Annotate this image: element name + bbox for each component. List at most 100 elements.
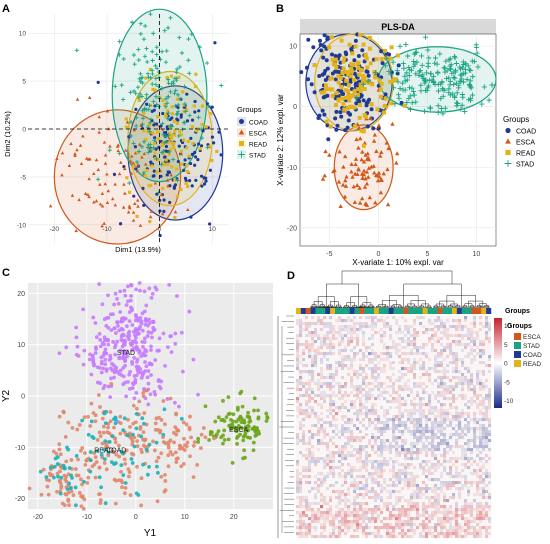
heatmap-cell <box>302 364 306 368</box>
tsne-point <box>149 344 153 349</box>
data-point-read <box>194 84 198 89</box>
data-point-stad <box>163 96 168 101</box>
heatmap-cell <box>320 478 324 482</box>
heatmap-cell <box>398 394 402 398</box>
heatmap-cell <box>455 376 459 380</box>
heatmap-cell <box>383 427 387 431</box>
heatmap-cell <box>386 409 390 413</box>
heatmap-cell <box>410 508 414 512</box>
group-legend-label-esca: ESCA <box>523 334 541 341</box>
heatmap-cell <box>482 412 486 416</box>
heatmap-cell <box>341 490 345 494</box>
heatmap-cell <box>347 508 351 512</box>
data-point-read <box>143 174 148 178</box>
tsne-point <box>123 363 127 368</box>
tsne-point <box>151 320 156 325</box>
data-point-stad <box>166 81 171 86</box>
heatmap-cell <box>413 493 417 497</box>
heatmap-cell <box>452 445 456 449</box>
heatmap-cell <box>308 505 312 509</box>
heatmap-cell <box>383 412 387 416</box>
heatmap-cell <box>344 502 348 506</box>
heatmap-cell <box>473 319 477 323</box>
heatmap-cell <box>485 529 489 533</box>
data-point-stad <box>486 97 492 103</box>
heatmap-cell <box>428 448 432 452</box>
heatmap-cell <box>431 346 435 350</box>
data-point-coad <box>193 99 197 104</box>
data-point-stad <box>466 67 473 73</box>
heatmap-cell <box>365 397 369 401</box>
data-point-read <box>339 38 344 43</box>
heatmap-cell <box>419 364 423 368</box>
heatmap-cell <box>404 523 408 527</box>
dendrogram-branch <box>334 306 337 308</box>
heatmap-cell <box>449 379 453 383</box>
heatmap-cell <box>338 532 342 536</box>
tsne-point <box>149 362 154 367</box>
data-point-coad <box>157 145 161 149</box>
heatmap-cell <box>368 391 372 395</box>
heatmap-cell <box>341 406 345 410</box>
heatmap-cell <box>440 439 444 443</box>
heatmap-cell <box>368 382 372 386</box>
dendrogram-branch <box>340 307 343 308</box>
data-point-coad <box>153 136 157 140</box>
heatmap-cell <box>332 442 336 446</box>
heatmap-cell <box>326 445 330 449</box>
heatmap-cell <box>401 421 405 425</box>
heatmap-cell <box>320 361 324 365</box>
heatmap-cell <box>398 385 402 389</box>
tsne-point <box>167 283 172 287</box>
data-point-read <box>379 56 384 61</box>
data-point-stad <box>199 135 204 141</box>
dendrogram-branch <box>328 306 331 308</box>
tsne-point <box>71 493 76 498</box>
heatmap-cell <box>296 496 300 500</box>
data-point-stad <box>468 67 474 74</box>
heatmap-cell <box>314 424 318 428</box>
heatmap-cell <box>353 535 357 539</box>
heatmap-cell <box>407 328 411 332</box>
heatmap-cell <box>449 475 453 479</box>
heatmap-cell <box>401 523 405 527</box>
heatmap-cell <box>344 355 348 359</box>
tsne-point <box>166 453 171 458</box>
data-point-stad <box>156 70 161 75</box>
data-point-read <box>330 93 335 98</box>
tsne-point <box>173 341 178 346</box>
tsne-point <box>98 498 103 502</box>
tsne-point <box>152 327 157 332</box>
heatmap-cell <box>404 532 408 536</box>
heatmap-cell <box>395 349 399 353</box>
heatmap-cell <box>314 493 318 497</box>
heatmap-cell <box>308 373 312 377</box>
heatmap-cell <box>392 316 396 320</box>
heatmap-cell <box>413 457 417 461</box>
tsne-point <box>102 342 106 347</box>
data-point-esca <box>354 137 359 142</box>
heatmap-cell <box>440 376 444 380</box>
data-point-read <box>352 105 357 110</box>
data-point-stad <box>432 60 438 66</box>
heatmap-cell <box>464 511 468 515</box>
heatmap-cell <box>425 505 429 509</box>
heatmap-cell <box>356 391 360 395</box>
heatmap-cell <box>464 343 468 347</box>
heatmap-cell <box>359 373 363 377</box>
tsne-point <box>76 473 81 478</box>
heatmap-cell <box>365 400 369 404</box>
heatmap-cell <box>362 352 366 356</box>
heatmap-cell <box>359 397 363 401</box>
group-bar-segment <box>403 308 409 314</box>
heatmap-cell <box>320 370 324 374</box>
data-point-read <box>163 162 167 166</box>
heatmap-cell <box>392 517 396 521</box>
heatmap-cell <box>431 409 435 413</box>
heatmap-cell <box>404 481 408 485</box>
heatmap-cell <box>452 394 456 398</box>
tsne-point <box>46 492 51 497</box>
tsne-point <box>128 369 133 374</box>
tsne-point <box>256 408 260 413</box>
heatmap-cell <box>428 529 432 533</box>
